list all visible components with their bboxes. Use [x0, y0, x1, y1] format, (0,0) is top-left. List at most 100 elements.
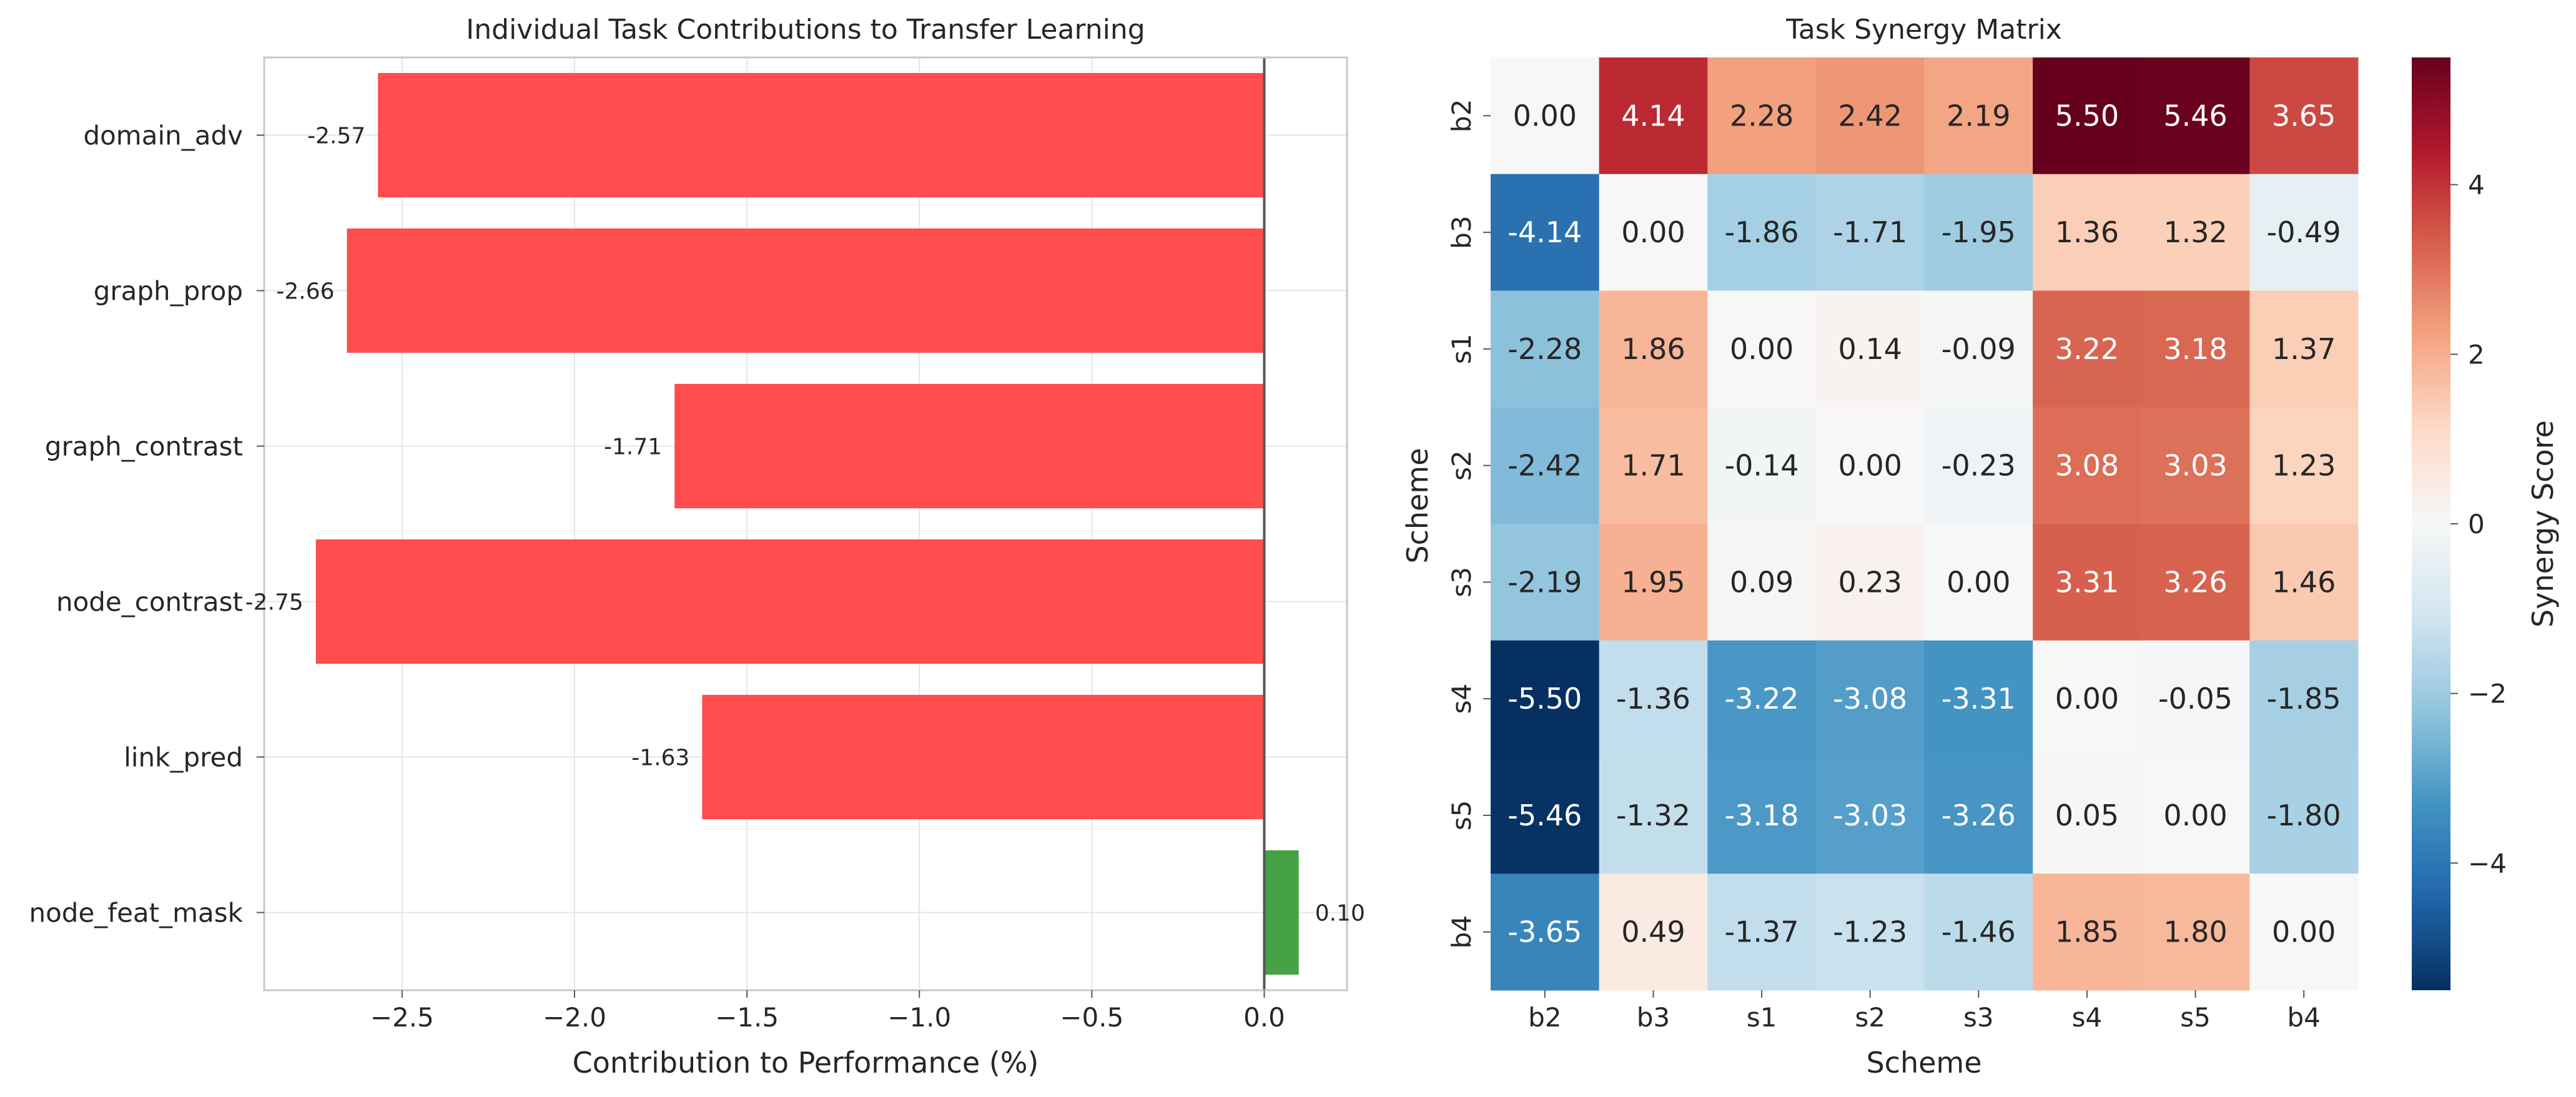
heatmap-cell-label: 5.50: [2055, 99, 2119, 132]
heatmap-cell-label: 3.18: [2163, 332, 2227, 366]
heatmap-cell: [1491, 873, 1600, 991]
heatmap-cell: [1815, 407, 1925, 524]
heatmap-cell: [1491, 407, 1600, 524]
heatmap-cell-label: 3.08: [2055, 449, 2119, 483]
bar-plot-frame: [263, 56, 1348, 991]
heatmap-cell: [2249, 290, 2359, 408]
heatmap-cell-label: -3.26: [1942, 799, 2016, 832]
heatmap-cell: [2033, 407, 2142, 524]
bar-x-tick-label: −1.5: [715, 1002, 779, 1033]
heatmap-y-tick-label: s1: [1446, 334, 1477, 365]
bar-x-tick-label: −1.0: [887, 1002, 951, 1033]
heatmap-cell-label: -2.28: [1508, 332, 1582, 366]
heatmap-cell: [1815, 873, 1925, 991]
heatmap-cell-label: -1.23: [1833, 915, 1907, 949]
bar-category-label: graph_contrast: [45, 431, 243, 462]
heatmap-cell-label: 3.03: [2163, 449, 2227, 483]
heatmap-cell-label: 0.00: [1838, 449, 1902, 483]
heatmap-cell-label: -1.86: [1725, 215, 1799, 249]
heatmap-cell-label: 1.95: [1621, 565, 1685, 599]
heatmap-cell: [1924, 407, 2033, 524]
heatmap-cell: [1924, 174, 2033, 291]
heatmap-cell: [1924, 57, 2033, 175]
heatmap-cell-label: 1.32: [2163, 215, 2227, 249]
heatmap-cell: [2249, 640, 2359, 757]
heatmap-cell: [1707, 174, 1817, 291]
heatmap-cell-label: 3.26: [2163, 565, 2227, 599]
heatmap-cell-label: -4.14: [1508, 215, 1582, 249]
heatmap-cell-labels: 0.00 4.14 2.28 2.42 2.19 5.50 5.46 3.65 -4.14 0.0…: [1508, 99, 2341, 948]
bar-value-label: -2.75: [245, 590, 303, 616]
heatmap-y-axis-label: Scheme: [1401, 448, 1434, 563]
bar-chart-panel: Individual Task Contributions to Transfe…: [29, 14, 1364, 1080]
heatmap-cell-label: 1.46: [2272, 565, 2336, 599]
heatmap-cell: [2141, 640, 2250, 757]
heatmap-cell: [1924, 757, 2033, 874]
heatmap-cell: [2249, 57, 2359, 175]
heatmap-cell: [1599, 873, 1708, 991]
bar-graph_prop: [347, 228, 1265, 353]
heatmap-y-tick-label: b3: [1446, 215, 1477, 248]
heatmap-title: Task Synergy Matrix: [1785, 14, 2062, 46]
heatmap-cell: [2033, 174, 2142, 291]
heatmap-cell: [2249, 524, 2359, 641]
heatmap-cell: [2033, 57, 2142, 175]
heatmap-cell: [2249, 407, 2359, 524]
heatmap-cell-label: 2.28: [1730, 99, 1794, 132]
heatmap-cell: [1707, 407, 1817, 524]
heatmap-cell: [1815, 640, 1925, 757]
heatmap-y-tick-label: b4: [1446, 915, 1477, 948]
heatmap-cell: [2249, 757, 2359, 874]
heatmap-cell-label: 0.00: [2272, 915, 2336, 949]
heatmap-cell: [1707, 290, 1817, 408]
heatmap-cell: [2033, 524, 2142, 641]
heatmap-x-tick-label: b4: [2287, 1002, 2320, 1033]
heatmap-cell-label: 0.00: [1730, 332, 1794, 366]
bar-category-axis: domain_adv graph_prop graph_contrast node_c…: [29, 121, 264, 928]
heatmap-y-axis: b2 b3 s1 s2 s3 s4 s5 b4: [1446, 99, 1491, 948]
heatmap-cell: [2141, 57, 2250, 175]
heatmap-panel: Task Synergy Matrix 0.00 4.14 2.28 2.42 2.19…: [1401, 14, 2560, 1080]
heatmap-cell-label: -1.46: [1942, 915, 2016, 949]
heatmap-cell-label: 1.86: [1621, 332, 1685, 366]
heatmap-x-tick-label: b3: [1637, 1002, 1670, 1033]
heatmap-x-tick-label: s1: [1747, 1002, 1777, 1033]
heatmap-cell: [1491, 640, 1600, 757]
heatmap-cell: [1815, 174, 1925, 291]
bar-category-label: link_pred: [124, 742, 243, 773]
heatmap-cell: [2249, 873, 2359, 991]
heatmap-cell-label: -1.71: [1833, 215, 1907, 249]
heatmap-cell-label: -3.31: [1942, 682, 2016, 716]
heatmap-cell-label: -2.42: [1508, 449, 1582, 483]
heatmap-cell-label: -1.95: [1942, 215, 2016, 249]
bar-chart-title: Individual Task Contributions to Transfe…: [466, 14, 1145, 46]
heatmap-cell: [1707, 873, 1817, 991]
heatmap-cell: [2141, 290, 2250, 408]
heatmap-cell-label: -5.46: [1508, 799, 1582, 832]
heatmap-cell-label: -0.49: [2267, 215, 2341, 249]
heatmap-cell-label: -5.50: [1508, 682, 1582, 716]
heatmap-cell: [1924, 640, 2033, 757]
heatmap-cell-label: -0.09: [1942, 332, 2016, 366]
heatmap-x-tick-label: s3: [1963, 1002, 1994, 1033]
heatmap-y-tick-label: s2: [1446, 450, 1477, 481]
heatmap-cell-label: 0.23: [1838, 565, 1902, 599]
heatmap-cell-label: 0.05: [2055, 799, 2119, 832]
heatmap-cell: [1599, 407, 1708, 524]
heatmap-cell: [1491, 290, 1600, 408]
bar-node_feat_mask: [1264, 850, 1299, 975]
bar-link_pred: [702, 694, 1265, 820]
heatmap-cell: [1707, 524, 1817, 641]
heatmap-cell-label: 4.14: [1621, 99, 1685, 132]
heatmap-cell: [2141, 757, 2250, 874]
heatmap-cell-label: 0.00: [1513, 99, 1577, 132]
heatmap-x-tick-label: s5: [2180, 1002, 2211, 1033]
bar-category-label: node_contrast: [56, 587, 243, 617]
heatmap-cell: [2033, 873, 2142, 991]
heatmap-cell: [2141, 524, 2250, 641]
heatmap-cell-label: 1.85: [2055, 915, 2119, 949]
heatmap-cell-label: 2.42: [1838, 99, 1902, 132]
bar-domain_adv: [378, 72, 1265, 198]
heatmap-y-tick-label: s3: [1446, 567, 1477, 598]
